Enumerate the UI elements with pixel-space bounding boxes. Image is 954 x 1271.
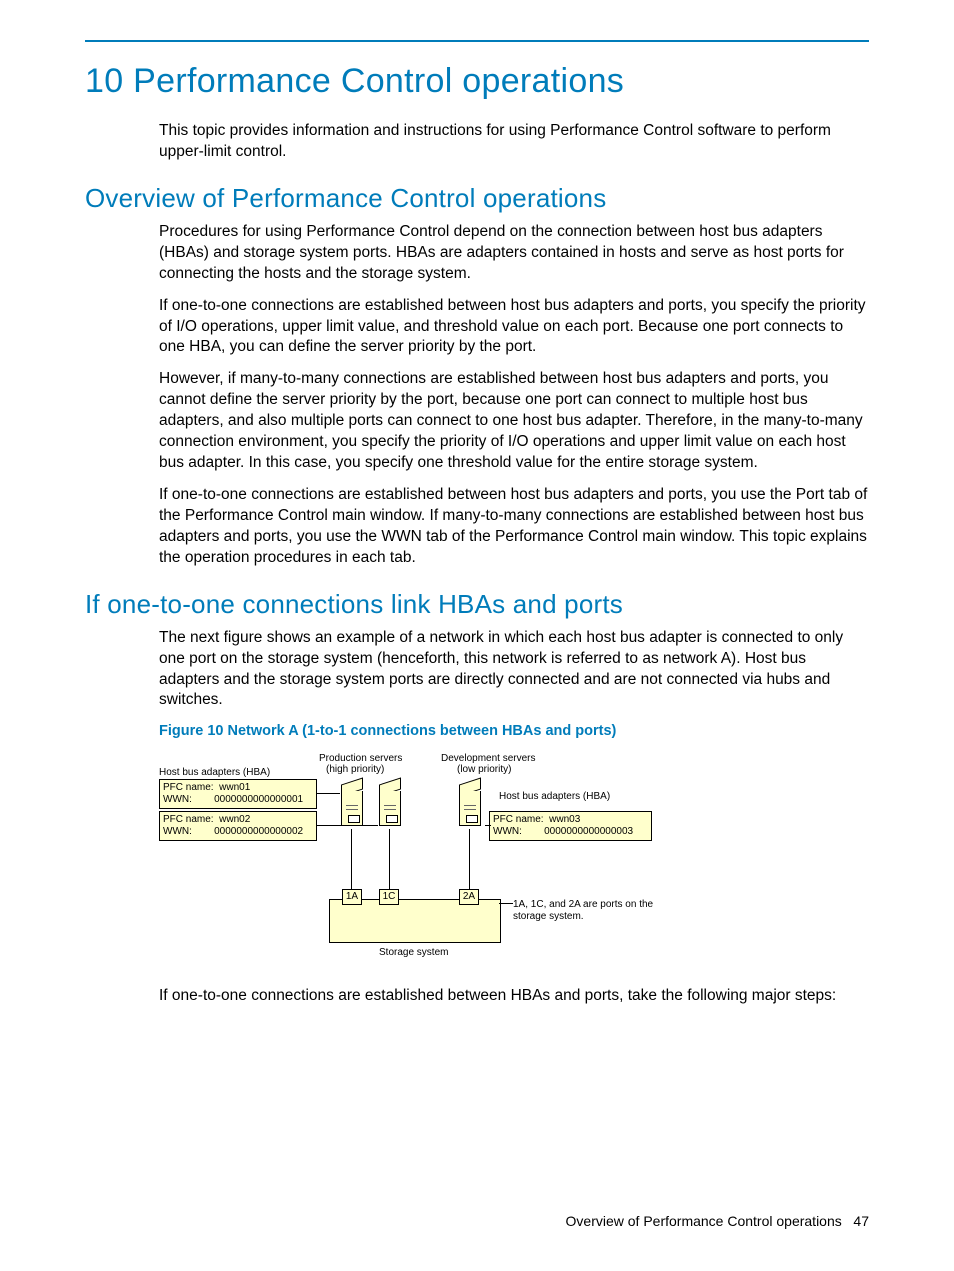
server-prod-1 [339,781,363,827]
intro-paragraph: This topic provides information and inst… [159,121,869,163]
section-overview-title: Overview of Performance Control operatio… [85,183,869,214]
footer-text: Overview of Performance Control operatio… [566,1213,842,1229]
section1-body: Procedures for using Performance Control… [159,222,869,569]
section-one2one-title: If one-to-one connections link HBAs and … [85,589,869,620]
label-high: (high priority) [326,764,384,775]
section2-body: The next figure shows an example of a ne… [159,628,869,742]
hba3-wwn: WWN: [493,826,522,837]
s1-p4: If one-to-one connections are establishe… [159,485,869,569]
hba1-wwn-val: 0000000000000001 [214,794,303,805]
hba2-pfc: PFC name: [163,814,214,825]
hba1-pfc-val: wwn01 [219,782,250,793]
hba-box-2: PFC name: wwn02 WWN: 0000000000000002 [159,811,317,841]
figure-caption: Figure 10 Network A (1-to-1 connections … [159,722,869,742]
hba-box-3: PFC name: wwn03 WWN: 0000000000000003 [489,811,652,841]
s1-p3: However, if many-to-many connections are… [159,369,869,474]
label-hba-right: Host bus adapters (HBA) [499,791,610,802]
hba2-wwn-val: 0000000000000002 [214,826,303,837]
section2-body-after: If one-to-one connections are establishe… [159,986,869,1007]
server-prod-2 [377,781,401,827]
hba-box-1: PFC name: wwn01 WWN: 0000000000000001 [159,779,317,809]
label-hba-left: Host bus adapters (HBA) [159,767,270,778]
s2-p2: If one-to-one connections are establishe… [159,986,869,1007]
server-dev-1 [457,781,481,827]
intro-block: This topic provides information and inst… [159,121,869,163]
figure-10-diagram: Host bus adapters (HBA) Production serve… [159,753,869,968]
line-note [499,903,513,904]
port-1a: 1A [342,889,362,905]
label-dev: Development servers [441,753,535,764]
hba2-pfc-val: wwn02 [219,814,250,825]
line-srv3-port [469,829,470,889]
s1-p1: Procedures for using Performance Control… [159,222,869,285]
line-srv2-port [389,829,390,889]
top-rule [85,40,869,42]
s2-p1: The next figure shows an example of a ne… [159,628,869,712]
label-storage-system: Storage system [379,947,448,958]
line-srv1-port [351,829,352,889]
line-hba3-srv3 [485,825,491,826]
hba2-wwn: WWN: [163,826,192,837]
label-prod: Production servers [319,753,402,764]
line-hba1-srv1 [316,793,340,794]
diagram-note: 1A, 1C, and 2A are ports on the storage … [513,899,663,923]
chapter-title: 10 Performance Control operations [85,62,869,101]
hba1-wwn: WWN: [163,794,192,805]
s1-p2: If one-to-one connections are establishe… [159,296,869,359]
storage-box [329,899,501,943]
hba3-pfc-val: wwn03 [549,814,580,825]
footer-page: 47 [853,1213,869,1229]
label-low: (low priority) [457,764,511,775]
hba3-pfc: PFC name: [493,814,544,825]
port-2a: 2A [459,889,479,905]
port-1c: 1C [379,889,399,905]
page-footer: Overview of Performance Control operatio… [566,1213,869,1229]
hba1-pfc: PFC name: [163,782,214,793]
line-hba2-srv2 [316,825,378,826]
hba3-wwn-val: 0000000000000003 [544,826,633,837]
